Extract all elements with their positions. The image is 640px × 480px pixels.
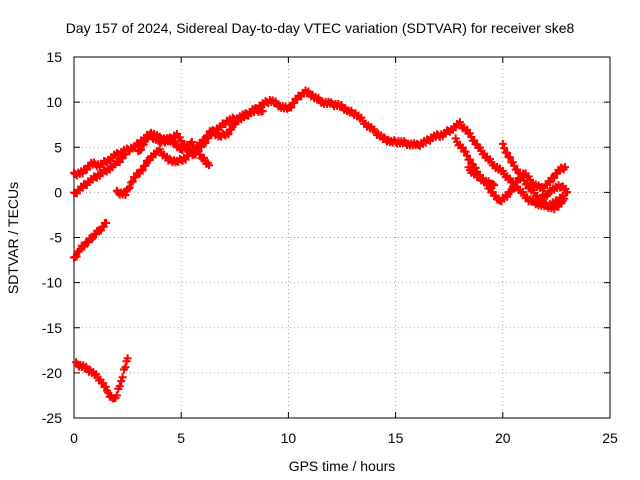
data-point [175,133,184,142]
data-point [465,129,474,138]
data-point [287,103,296,112]
data-point [227,125,236,134]
data-point [560,194,569,203]
y-tick-label: -15 [42,320,62,336]
data-point [507,187,516,196]
y-tick-label: 10 [46,94,62,110]
data-point [224,130,233,139]
series-track [72,354,132,403]
data-point [201,135,210,144]
data-point [470,136,479,145]
series-track [464,163,499,190]
data-series [70,86,572,403]
data-point [560,163,569,172]
x-tick-label: 5 [177,430,185,446]
data-point [550,173,559,182]
data-point [505,153,514,162]
series-track [70,150,130,198]
data-point [104,388,113,397]
data-point [121,363,130,372]
y-tick-label: 15 [46,49,62,65]
data-point [72,252,81,261]
data-point [498,139,507,148]
data-point [138,166,147,175]
series-track [134,129,214,170]
data-point [123,354,132,363]
y-tick-label: -20 [42,365,62,381]
y-axis-label: SDTVAR / TECUs [5,182,21,294]
y-tick-label: 0 [54,184,62,200]
data-point [545,178,554,187]
data-point [491,191,500,200]
data-point [537,193,546,202]
data-point [503,148,512,157]
data-point [139,140,148,149]
x-tick-label: 0 [70,430,78,446]
data-point [488,179,497,188]
data-point [205,161,214,170]
data-point [112,391,121,400]
data-point [461,147,470,156]
data-point [101,382,110,391]
data-point [115,382,124,391]
data-point [141,161,150,170]
data-point [117,377,126,386]
y-tick-label: 5 [54,139,62,155]
x-tick-label: 20 [495,430,511,446]
x-tick-label: 10 [281,430,297,446]
data-point [121,190,130,199]
data-point [118,373,127,382]
data-point [127,178,136,187]
data-point [513,178,522,187]
x-axis-label: GPS time / hours [289,458,396,474]
chart-title: Day 157 of 2024, Sidereal Day-to-day VTE… [66,20,575,36]
series-track [498,139,572,214]
data-point [503,192,512,201]
data-point [513,165,522,174]
y-tick-label: -10 [42,275,62,291]
data-point [465,155,474,164]
axis-tick-labels: 0 5 10 15 20 25 -25 -20 -15 -10 -5 0 5 10 15 [42,49,618,446]
y-tick-label: -5 [50,230,63,246]
data-point [258,107,267,116]
data-point [500,144,509,153]
data-point [88,234,97,243]
data-point [508,158,517,167]
data-point [125,183,134,192]
series-track [70,218,111,262]
data-point [490,181,499,190]
y-tick-label: -25 [42,410,62,426]
data-point [463,151,472,160]
data-point [137,145,145,154]
data-point [518,172,527,181]
data-point [128,177,137,186]
x-tick-label: 15 [388,430,404,446]
data-point [124,184,133,193]
x-tick-label: 25 [602,430,618,446]
data-point [102,219,111,228]
data-point [121,150,130,159]
data-point [458,143,467,152]
